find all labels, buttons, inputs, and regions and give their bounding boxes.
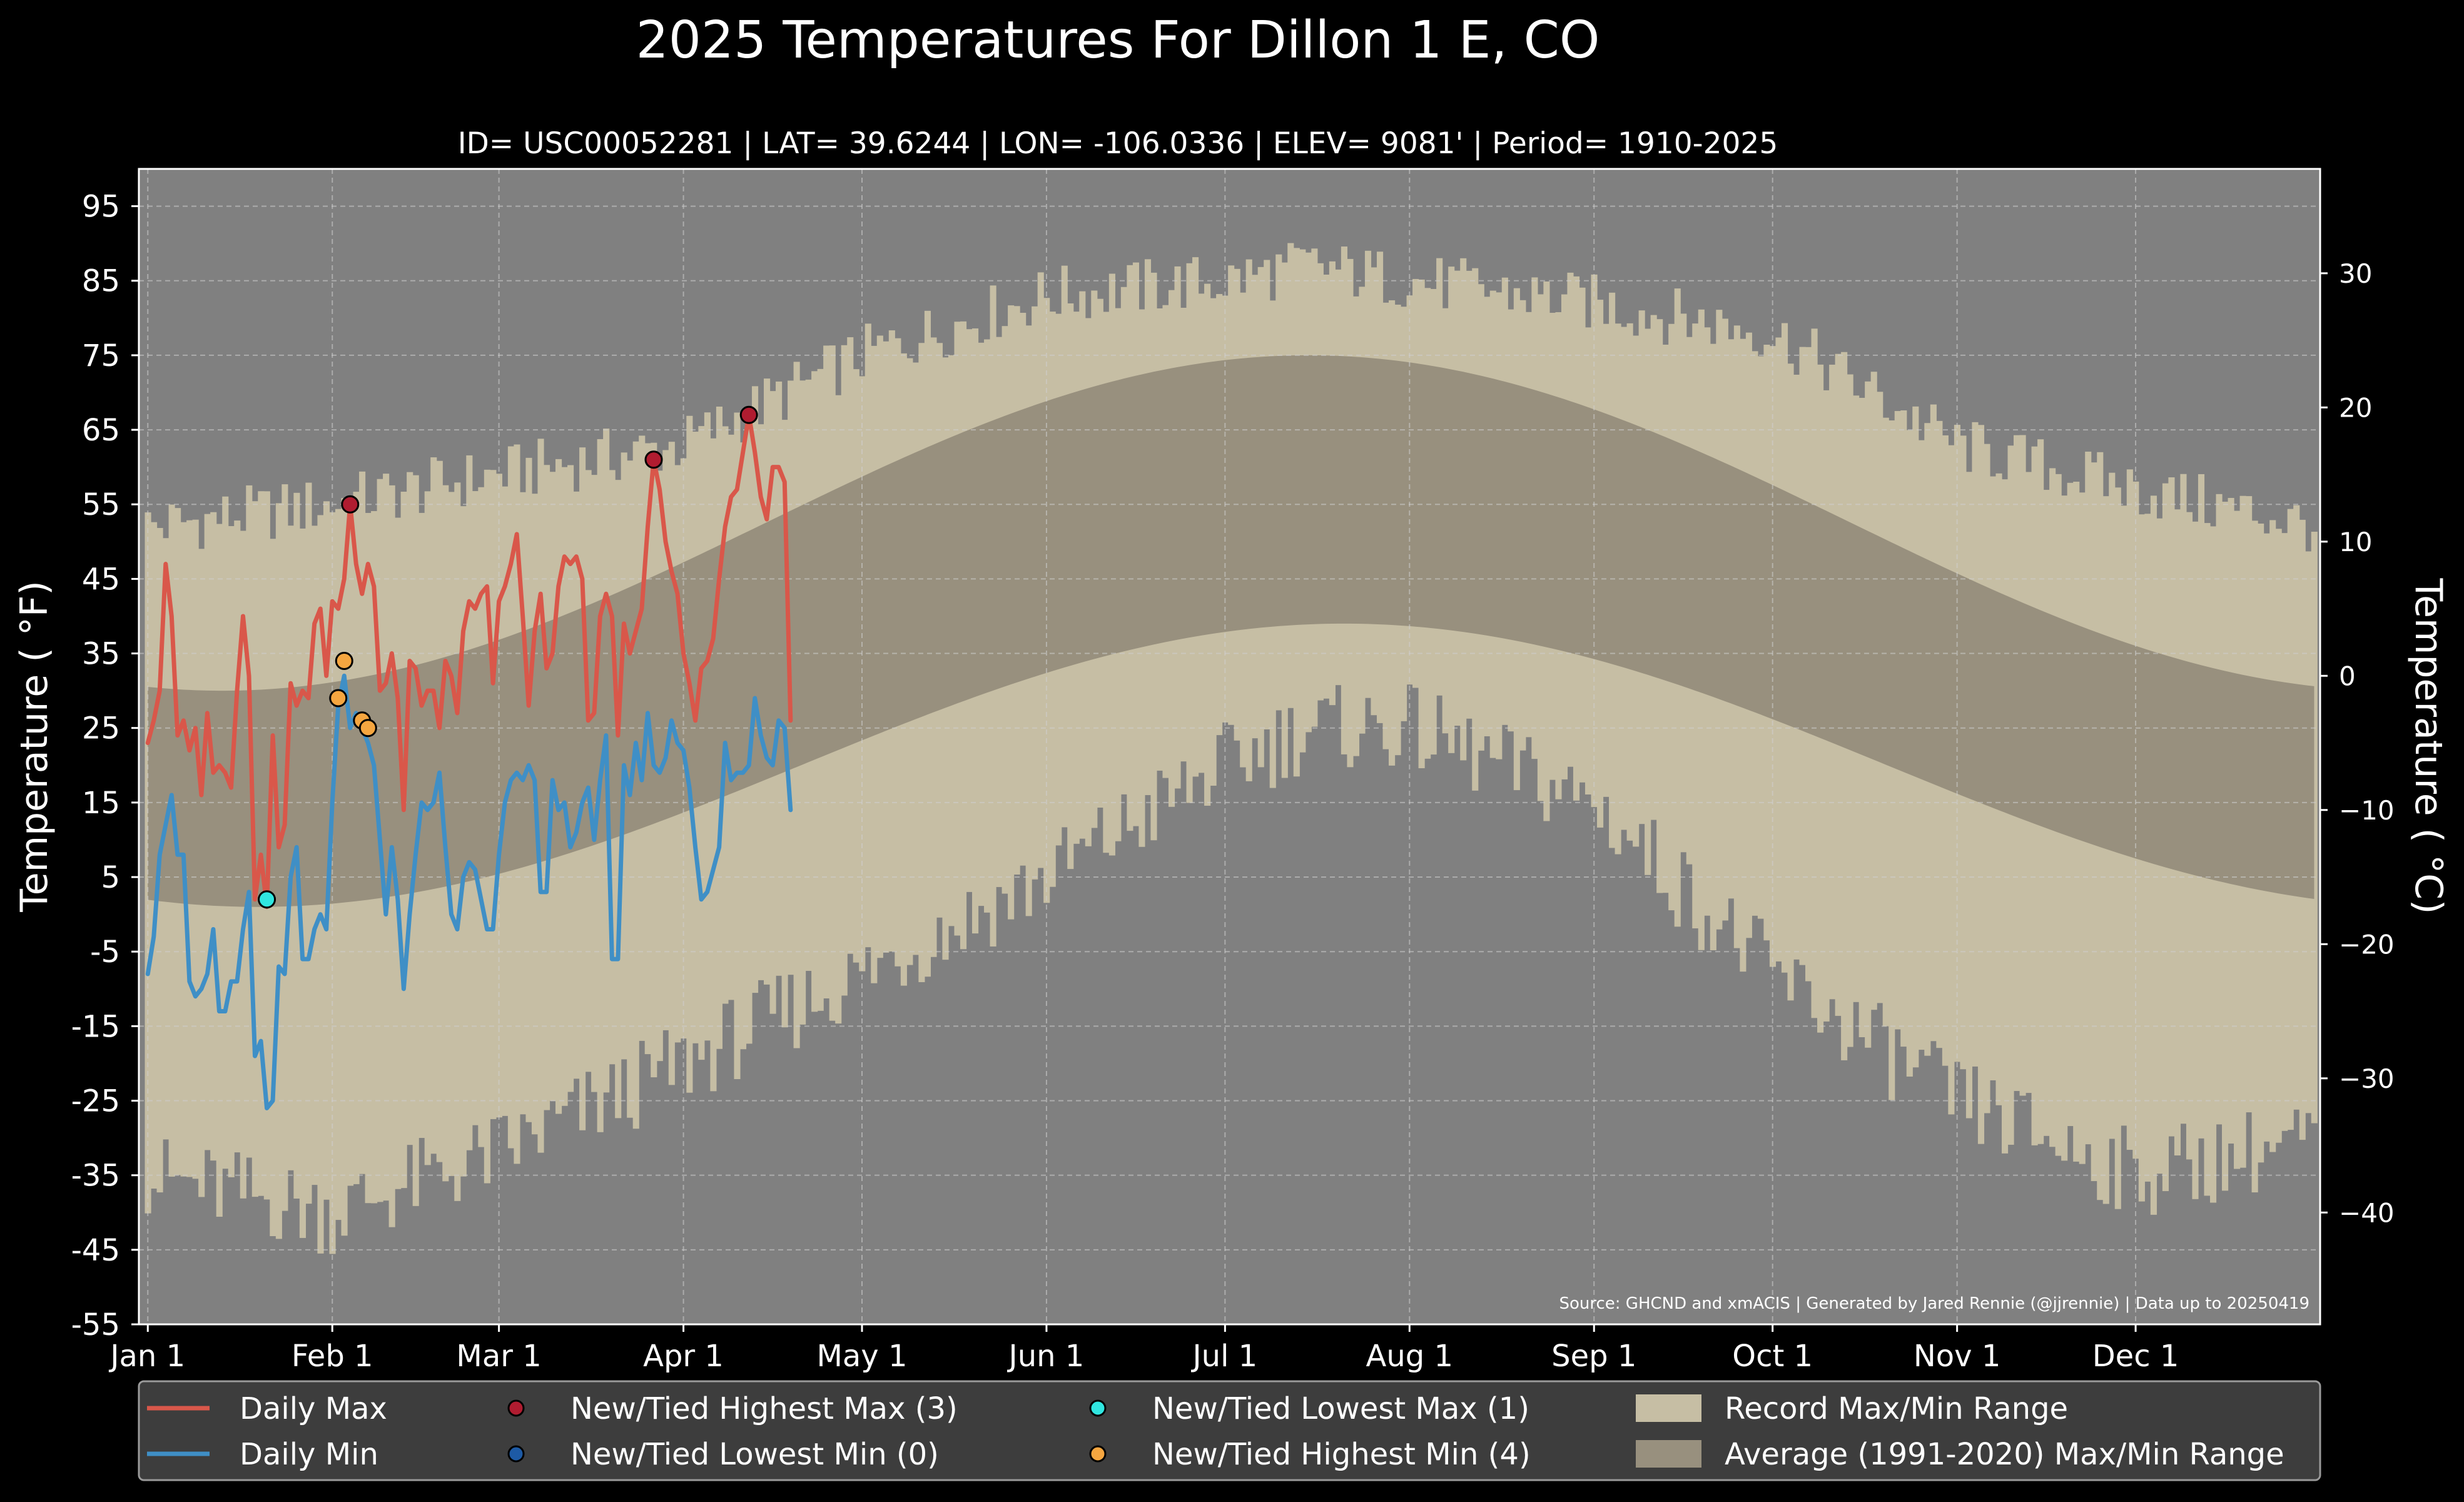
y-tick-label: -25 xyxy=(71,1084,120,1119)
y-axis-left: 95 85 75 65 55 45 35 25 15 5 -5 -15 -25 -35 -45 -55 xyxy=(71,190,139,1342)
x-tick-label: Mar 1 xyxy=(456,1339,541,1374)
y-tick-label: 75 xyxy=(82,338,120,373)
legend-highest-max-label: New/Tied Highest Max (3) xyxy=(570,1391,958,1426)
x-tick-label: Apr 1 xyxy=(643,1339,724,1374)
source-note: Source: GHCND and xmACIS | Generated by … xyxy=(1559,1294,2309,1313)
x-tick-label: Jan 1 xyxy=(108,1339,185,1374)
legend-highest-min-label: New/Tied Highest Min (4) xyxy=(1152,1437,1531,1472)
y-axis-label-right: Temperature ( °C) xyxy=(2406,578,2450,915)
y-tick-label: 15 xyxy=(82,786,120,821)
legend-average-range-swatch xyxy=(1636,1440,1701,1468)
legend-highest-min-swatch xyxy=(1089,1445,1107,1463)
legend-record-range-label: Record Max/Min Range xyxy=(1725,1391,2068,1426)
y-tick-label-right: 20 xyxy=(2339,392,2372,423)
legend-lowest-min-label: New/Tied Lowest Min (0) xyxy=(570,1437,939,1472)
record-markers xyxy=(258,405,758,909)
highest-max-marker xyxy=(341,495,360,514)
y-tick-label: -45 xyxy=(71,1233,120,1268)
record-range-bar xyxy=(2311,531,2318,1124)
legend-box xyxy=(138,1380,2321,1481)
y-tick-label-right: 30 xyxy=(2339,258,2372,289)
y-tick-label: -15 xyxy=(71,1009,120,1044)
legend-lowest-max-label: New/Tied Lowest Max (1) xyxy=(1152,1391,1529,1426)
x-tick-label: Oct 1 xyxy=(1732,1339,1813,1374)
daily-min-line xyxy=(145,673,793,1110)
y-tick-label-right: −20 xyxy=(2339,929,2395,960)
y-tick-label: 45 xyxy=(82,562,120,597)
plot-area: Source: GHCND and xmACIS | Generated by … xyxy=(138,168,2321,1326)
highest-max-marker xyxy=(739,405,758,424)
legend-record-range-swatch xyxy=(1636,1394,1701,1422)
legend-lowest-min-swatch xyxy=(507,1445,525,1463)
y-axis-label-left: Temperature ( °F) xyxy=(13,581,56,913)
y-tick-label: 5 xyxy=(101,860,120,895)
highest-min-marker xyxy=(335,651,353,670)
x-tick-label: Feb 1 xyxy=(292,1339,373,1374)
x-tick-label: Jul 1 xyxy=(1191,1339,1258,1374)
highest-min-marker xyxy=(329,689,348,708)
legend-average-range-label: Average (1991-2020) Max/Min Range xyxy=(1725,1437,2284,1472)
lowest-max-marker xyxy=(258,890,276,909)
y-tick-label: -55 xyxy=(71,1307,120,1342)
plot-frame xyxy=(138,168,2321,1326)
series-lines xyxy=(145,412,793,1110)
x-tick-label: Aug 1 xyxy=(1366,1339,1454,1374)
x-axis: Jan 1 Feb 1 Mar 1 Apr 1 May 1 Jun 1 Jul 1 Aug 1… xyxy=(108,1324,2179,1374)
record-range-bar xyxy=(2001,479,2009,1154)
y-tick-label: 25 xyxy=(82,711,120,746)
x-tick-label: Jun 1 xyxy=(1007,1339,1085,1374)
y-tick-label: 95 xyxy=(82,190,120,225)
legend-daily-max-label: Daily Max xyxy=(240,1391,387,1426)
y-tick-label: 65 xyxy=(82,413,120,448)
x-tick-label: Dec 1 xyxy=(2092,1339,2179,1374)
y-tick-label-right: 10 xyxy=(2339,527,2372,557)
x-tick-label: Nov 1 xyxy=(1914,1339,2000,1374)
y-tick-label-right: −40 xyxy=(2339,1197,2395,1228)
y-tick-label: 35 xyxy=(82,637,120,672)
highest-max-marker xyxy=(644,450,663,469)
chart-title: 2025 Temperatures For Dillon 1 E, CO xyxy=(636,11,1600,70)
y-tick-label-right: −30 xyxy=(2339,1063,2395,1094)
x-tick-label: Sep 1 xyxy=(1551,1339,1636,1374)
y-tick-label-right: −10 xyxy=(2339,795,2395,826)
y-tick-label-right: 0 xyxy=(2339,661,2356,691)
record-range-bar xyxy=(2102,496,2109,1204)
chart-subtitle: ID= USC00052281 | LAT= 39.6244 | LON= -1… xyxy=(458,126,1778,161)
y-tick-label: 55 xyxy=(82,487,120,522)
y-tick-label: -35 xyxy=(71,1159,120,1194)
y-tick-label: 85 xyxy=(82,264,120,299)
legend: Daily Max New/Tied Highest Max (3) New/Tie… xyxy=(138,1380,2321,1481)
daily-max-line xyxy=(145,412,793,910)
y-axis-right: 30 20 10 0 −10 −20 −30 −40 xyxy=(2320,258,2395,1228)
legend-lowest-max-swatch xyxy=(1089,1399,1107,1417)
legend-daily-min-label: Daily Min xyxy=(240,1437,378,1472)
highest-min-marker xyxy=(358,719,377,738)
legend-highest-max-swatch xyxy=(507,1399,525,1417)
y-tick-label: -5 xyxy=(90,935,120,970)
x-tick-label: May 1 xyxy=(816,1339,907,1374)
